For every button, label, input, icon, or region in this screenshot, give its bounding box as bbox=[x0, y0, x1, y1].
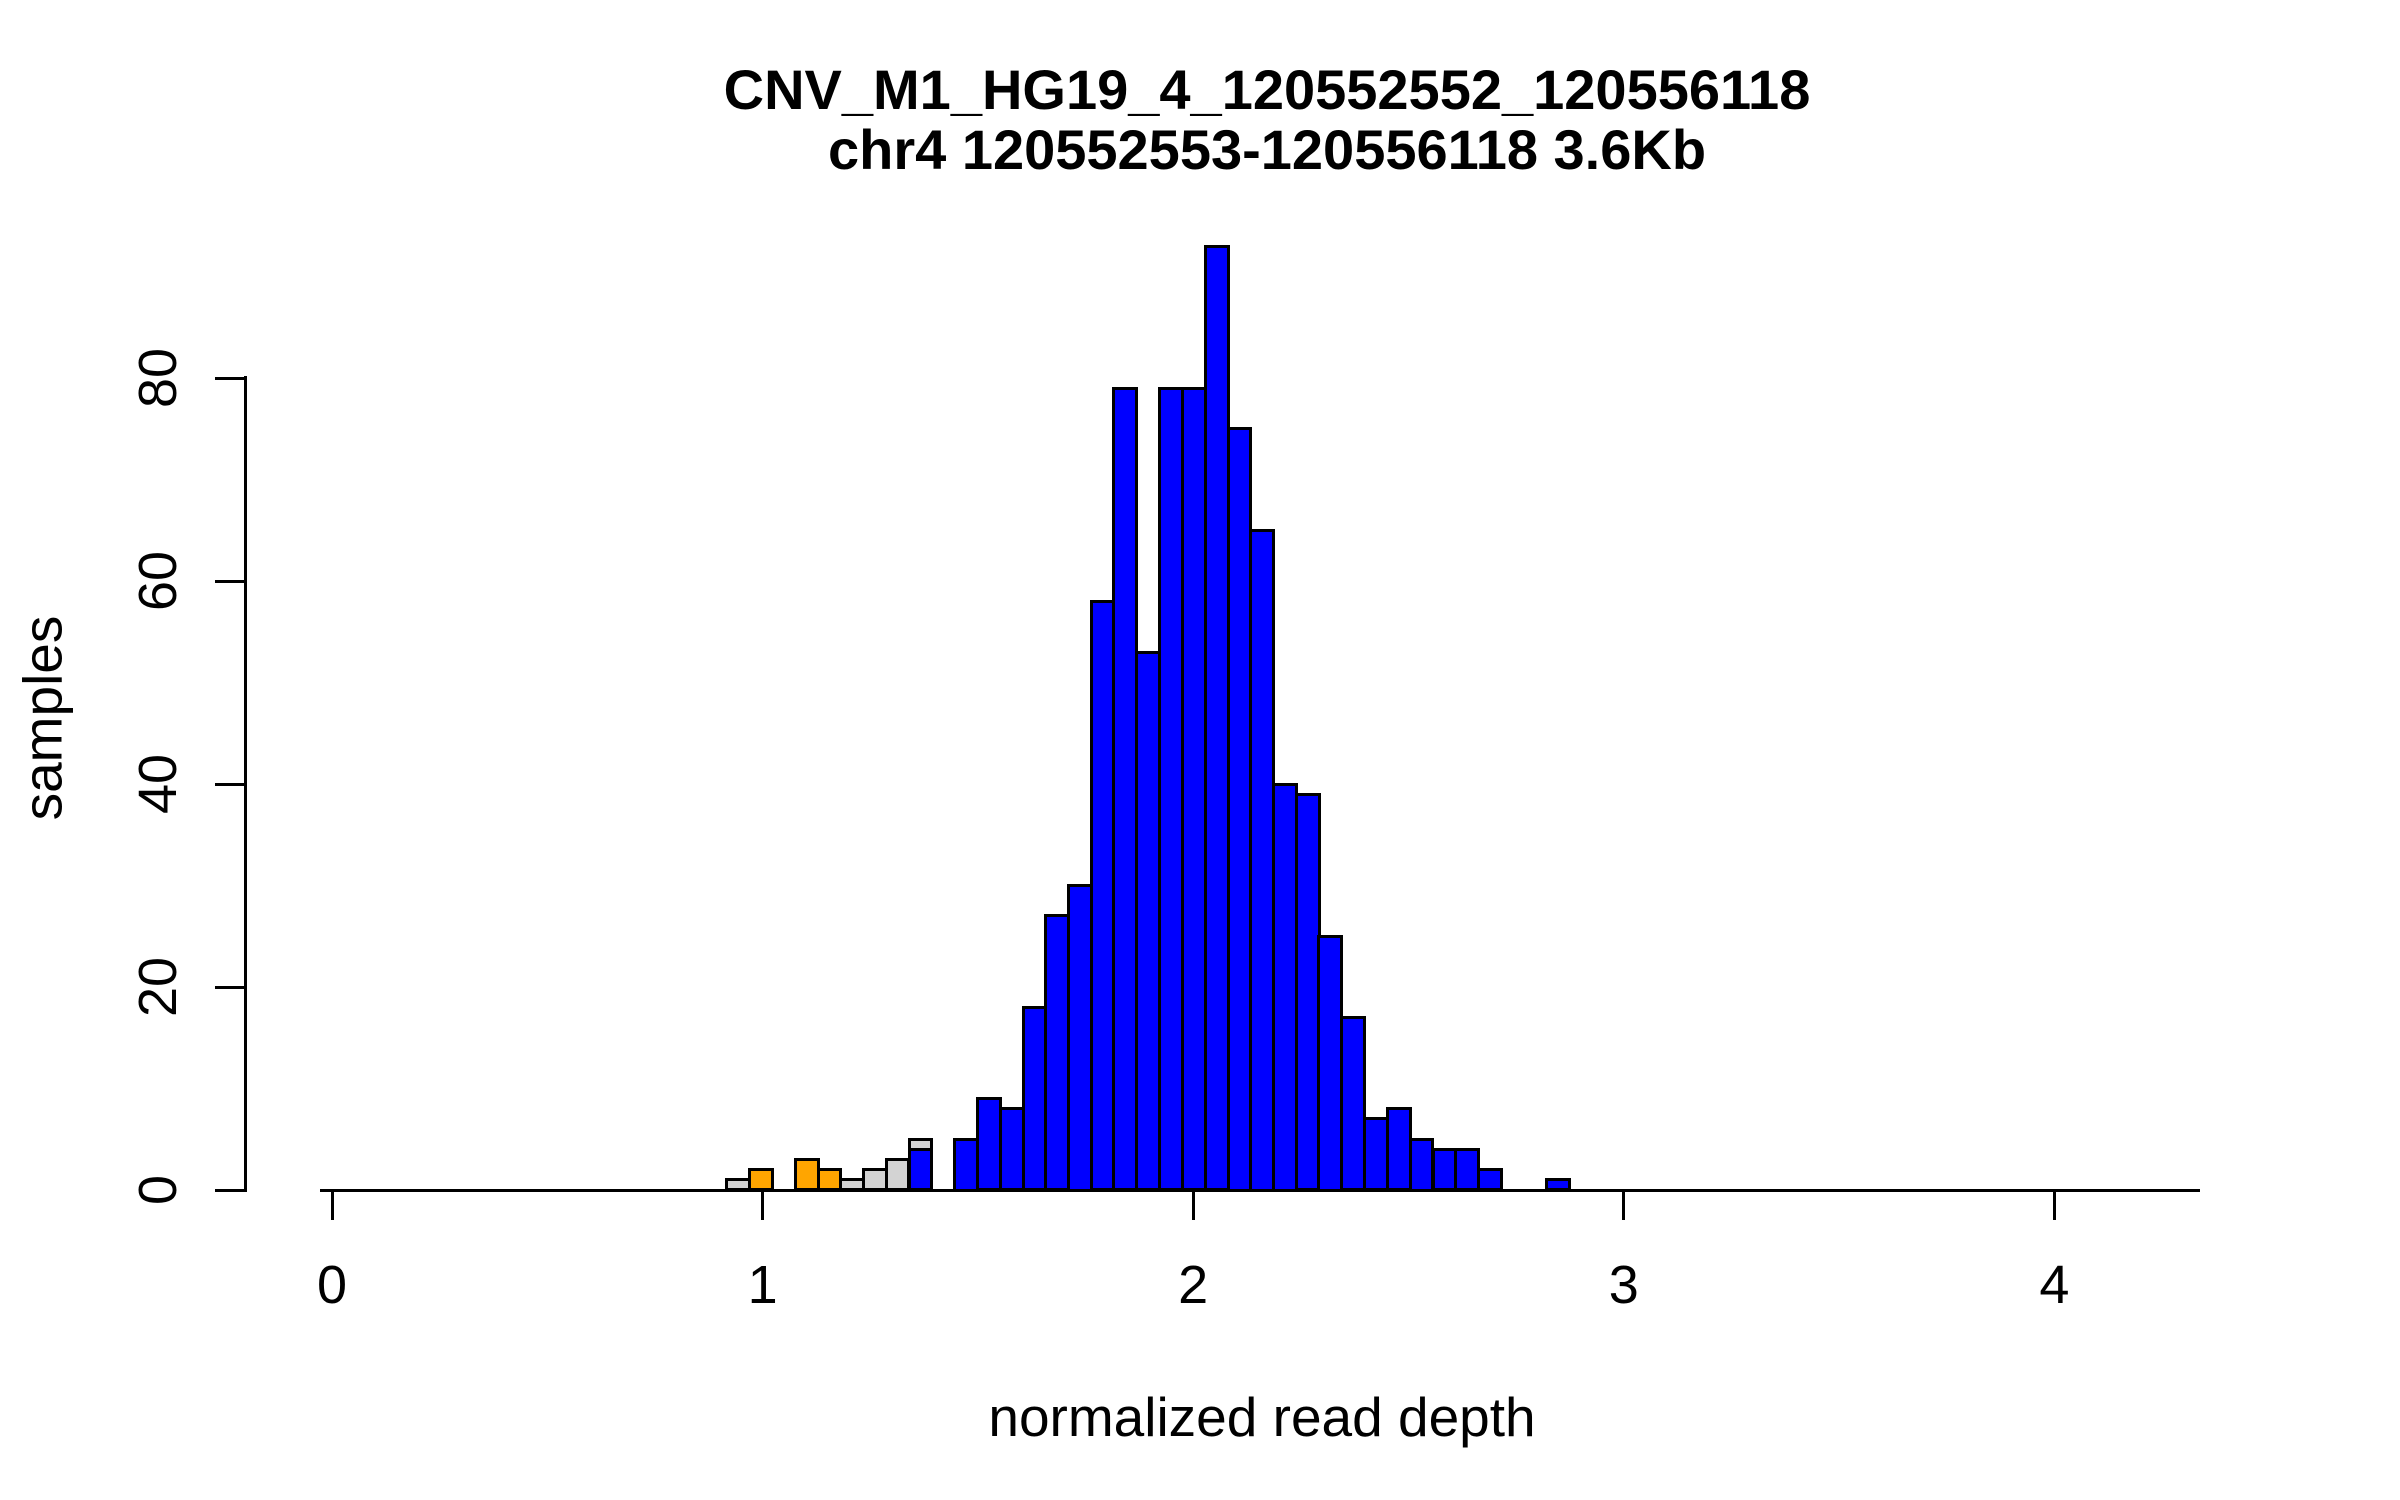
y-tick-label: 40 bbox=[128, 753, 188, 815]
chart-subtitle: chr4 120552553-120556118 3.6Kb bbox=[827, 118, 1707, 181]
histogram-bar-segment bbox=[1477, 1168, 1503, 1192]
y-tick bbox=[215, 985, 245, 989]
y-tick bbox=[215, 376, 245, 380]
y-tick-label: 0 bbox=[128, 1174, 188, 1206]
x-tick-label: 0 bbox=[316, 1255, 348, 1315]
histogram-bar-segment bbox=[907, 1147, 934, 1192]
x-tick bbox=[2052, 1190, 2056, 1220]
chart-title: CNV_M1_HG19_4_120552552_120556118 bbox=[723, 58, 1811, 121]
histogram-bar-segment bbox=[907, 1137, 934, 1151]
x-tick-label: 1 bbox=[747, 1255, 778, 1315]
x-tick bbox=[761, 1190, 765, 1220]
histogram-bar-segment bbox=[1295, 792, 1321, 1192]
y-tick-label: 20 bbox=[128, 956, 188, 1018]
x-axis-title: normalized read depth bbox=[988, 1386, 1536, 1448]
x-tick-label: 3 bbox=[1608, 1255, 1639, 1315]
y-tick-label: 60 bbox=[128, 550, 188, 612]
histogram-bar-segment bbox=[1340, 1015, 1367, 1192]
x-tick-label: 2 bbox=[1178, 1255, 1209, 1315]
x-tick-label: 4 bbox=[2039, 1255, 2070, 1315]
histogram-bar-segment bbox=[748, 1168, 774, 1192]
x-axis-line bbox=[320, 1189, 2200, 1192]
x-tick bbox=[330, 1190, 334, 1220]
x-tick bbox=[1191, 1190, 1195, 1220]
y-tick bbox=[215, 1188, 245, 1192]
y-tick bbox=[215, 579, 245, 583]
y-tick bbox=[215, 782, 245, 786]
x-tick bbox=[1622, 1190, 1626, 1220]
y-tick-label: 80 bbox=[128, 347, 188, 409]
y-axis-line bbox=[244, 376, 247, 1192]
y-axis-title: samples bbox=[11, 615, 74, 821]
